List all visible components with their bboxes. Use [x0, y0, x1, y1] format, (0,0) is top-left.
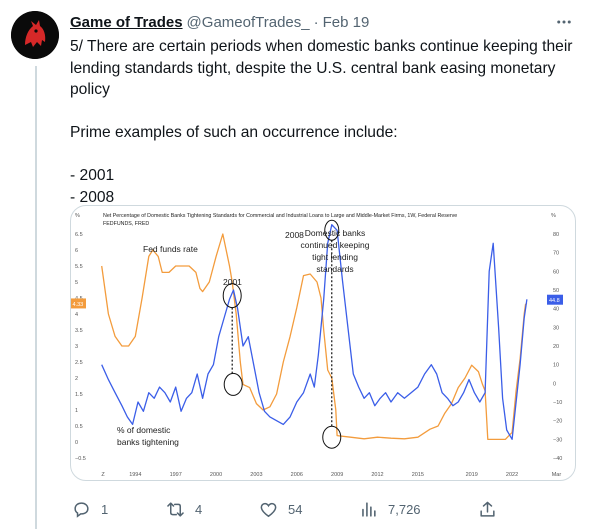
left-tick-label: 2.5 [75, 360, 83, 366]
x-tick-label: 2019 [466, 472, 478, 478]
left-tick-label: 6.5 [75, 232, 83, 238]
tweet-line: Prime examples of such an occurrence inc… [70, 124, 398, 141]
reply-icon [74, 501, 89, 518]
annotation-pct-banks-2: banks tightening [117, 437, 179, 447]
avatar-logo-icon [11, 11, 59, 59]
right-tick-label: −30 [553, 437, 562, 443]
right-tick-label: −10 [553, 400, 562, 406]
right-tick-label: −40 [553, 456, 562, 462]
tweet-text: 5/ There are certain periods when domest… [70, 36, 580, 208]
right-axis-unit: % [551, 213, 556, 219]
views-count: 7,726 [388, 501, 421, 517]
right-tick-label: −20 [553, 419, 562, 425]
x-tick-label: 1997 [170, 472, 182, 478]
tweet-line: 5/ There are certain periods when domest… [70, 38, 573, 55]
x-tick-label: 2009 [331, 472, 343, 478]
circle-2008-fed [322, 425, 342, 449]
author-handle[interactable]: @GameofTrades_ [186, 13, 310, 31]
separator-dot: · [313, 13, 319, 31]
left-tick-label: 5 [75, 280, 78, 286]
reply-count: 1 [101, 501, 109, 517]
more-icon [557, 20, 571, 24]
left-tick-label: 1 [75, 408, 78, 414]
series-line-1 [101, 224, 528, 440]
left-tick-label: 0.5 [75, 424, 83, 430]
like-count: 54 [288, 501, 303, 517]
tweet-line [70, 101, 580, 123]
annotation-fed-funds: Fed funds rate [143, 244, 198, 254]
avatar[interactable] [11, 11, 59, 59]
circle-2001-fed [223, 372, 243, 396]
annotation-2001: 2001 [223, 277, 242, 287]
left-tick-label: 5.5 [75, 264, 83, 270]
thread-line [35, 66, 37, 529]
right-tick-label: 80 [553, 232, 559, 238]
x-tick-label: 1994 [129, 472, 141, 478]
right-tick-label: 70 [553, 251, 559, 257]
right-tick-label: 50 [553, 288, 559, 294]
series-line-0 [101, 233, 528, 441]
annotation-domestic-banks-3: tight lending [312, 252, 358, 262]
x-tick-label: 2015 [412, 472, 424, 478]
annotation-2008: 2008 [285, 230, 304, 240]
left-tick-label: 3.5 [75, 328, 83, 334]
x-tick-label: 2006 [291, 472, 303, 478]
views-icon [362, 501, 376, 517]
tweet-line: lending standards tight, despite the U.S… [70, 59, 556, 77]
x-tick-label: 2003 [250, 472, 262, 478]
retweet-icon [167, 501, 184, 517]
chart-subtitle: FEDFUNDS, FRED [103, 221, 149, 227]
chart: Net Percentage of Domestic Banks Tighten… [71, 213, 563, 478]
right-tick-label: 40 [553, 307, 559, 313]
left-tick-label: 4 [75, 312, 78, 318]
annotation-domestic-banks-1: Domestic banks [305, 228, 365, 238]
tweet-date[interactable]: Feb 19 [322, 13, 370, 31]
chart-title: Net Percentage of Domestic Banks Tighten… [103, 213, 457, 219]
author-name[interactable]: Game of Trades [70, 13, 183, 31]
left-value-badge-label: 4.33 [73, 302, 84, 308]
tweet-line: policy [70, 81, 110, 98]
x-tick-label: Z [101, 472, 105, 478]
share-icon [480, 501, 495, 517]
like-icon [260, 502, 277, 517]
retweet-button[interactable]: 4 [166, 497, 202, 521]
annotation-domestic-banks-2: continued keeping [300, 240, 369, 250]
annotation-domestic-banks-4: standards [316, 264, 353, 274]
action-bar: 1 4 54 7,726 [70, 497, 576, 521]
left-tick-label: 6 [75, 248, 78, 254]
reply-button[interactable]: 1 [72, 497, 108, 521]
circle-2008-banks [324, 219, 340, 241]
right-tick-label: 30 [553, 325, 559, 331]
x-tick-label: 2000 [210, 472, 222, 478]
right-tick-label: 10 [553, 363, 559, 369]
right-tick-label: 20 [553, 344, 559, 350]
right-value-badge [547, 294, 563, 305]
tweet-header: Game of Trades @GameofTrades_ · Feb 19 [70, 12, 580, 32]
left-tick-label: 0 [75, 440, 78, 446]
annotation-pct-banks-1: % of domestic [117, 425, 171, 435]
right-value-badge-label: 44.8 [549, 298, 560, 304]
tweet-line: - 2008 [70, 188, 115, 206]
left-tick-label: 3 [75, 344, 78, 350]
retweet-count: 4 [195, 501, 203, 517]
left-tick-label: 2 [75, 376, 78, 382]
right-tick-label: 0 [553, 381, 556, 387]
x-tick-label: 2022 [506, 472, 518, 478]
right-tick-label: 60 [553, 269, 559, 275]
x-tick-label: Mar [552, 472, 562, 478]
left-tick-label: 1.5 [75, 392, 83, 398]
more-button[interactable] [554, 12, 574, 32]
x-tick-label: 2012 [371, 472, 383, 478]
left-axis-unit: % [75, 213, 80, 219]
tweet-line [70, 144, 580, 166]
tweet-line: - 2001 [70, 167, 115, 184]
views-button[interactable]: 7,726 [359, 497, 421, 521]
like-button[interactable]: 54 [259, 497, 302, 521]
share-button[interactable] [478, 497, 497, 521]
left-tick-label: −0.5 [75, 456, 86, 462]
tweet-media-chart[interactable]: Net Percentage of Domestic Banks Tighten… [70, 205, 576, 481]
left-value-badge [71, 298, 86, 309]
